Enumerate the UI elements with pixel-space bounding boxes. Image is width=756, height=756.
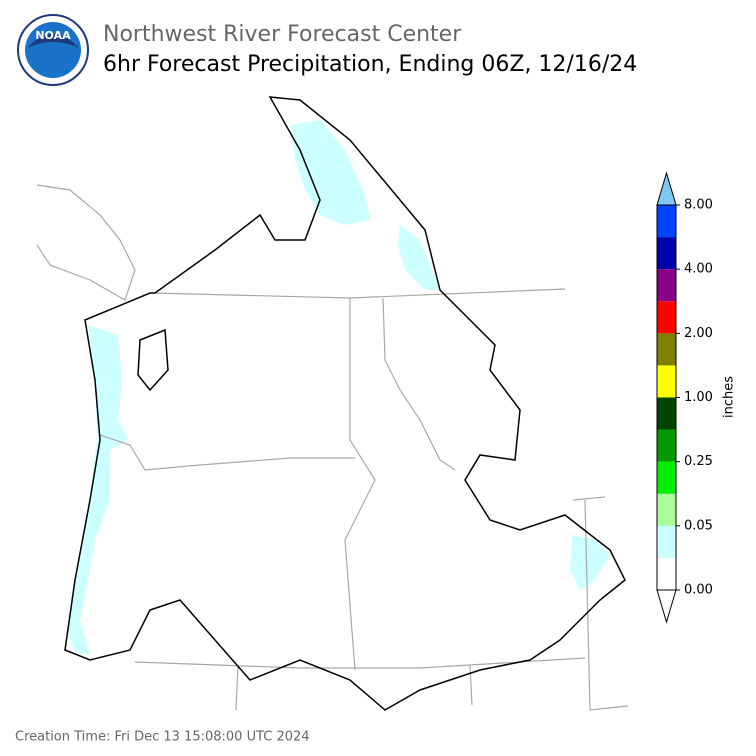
colorbar-under <box>656 589 677 624</box>
colorbar-tick-label: 0.05 <box>684 518 713 533</box>
colorbar-tick-label: 4.00 <box>684 262 713 277</box>
colorbar-tick-label: 0.00 <box>684 583 713 598</box>
creation-time: Creation Time: Fri Dec 13 15:08:00 UTC 2… <box>15 730 310 745</box>
colorbar-tick-label: 8.00 <box>684 198 713 213</box>
colorbar-segment <box>657 269 676 302</box>
subtitle: 6hr Forecast Precipitation, Ending 06Z, … <box>103 52 637 77</box>
colorbar-segment <box>657 461 676 494</box>
map-outlines <box>36 96 629 711</box>
colorbar-over <box>656 171 677 206</box>
colorbar-segment <box>657 493 676 526</box>
colorbar-segment <box>657 557 676 590</box>
colorbar: 0.00 0.05 0.25 1.00 2.00 4.00 8.00 <box>656 171 713 624</box>
title: Northwest River Forecast Center <box>103 22 462 47</box>
logo-text: NOAA <box>35 29 71 42</box>
colorbar-segment <box>657 365 676 398</box>
colorbar-segment <box>657 205 676 238</box>
colorbar-segment <box>657 429 676 462</box>
colorbar-tick-label: 0.25 <box>684 454 713 469</box>
colorbar-segment <box>657 397 676 430</box>
colorbar-label: inches <box>722 376 737 418</box>
precip-areas <box>67 120 610 655</box>
colorbar-segment <box>657 333 676 366</box>
colorbar-segment <box>657 525 676 558</box>
colorbar-tick-label: 2.00 <box>684 326 713 341</box>
logo: NOAA <box>17 14 89 86</box>
colorbar-tick-label: 1.00 <box>684 390 713 405</box>
colorbar-segment <box>657 237 676 270</box>
colorbar-segment <box>657 301 676 334</box>
